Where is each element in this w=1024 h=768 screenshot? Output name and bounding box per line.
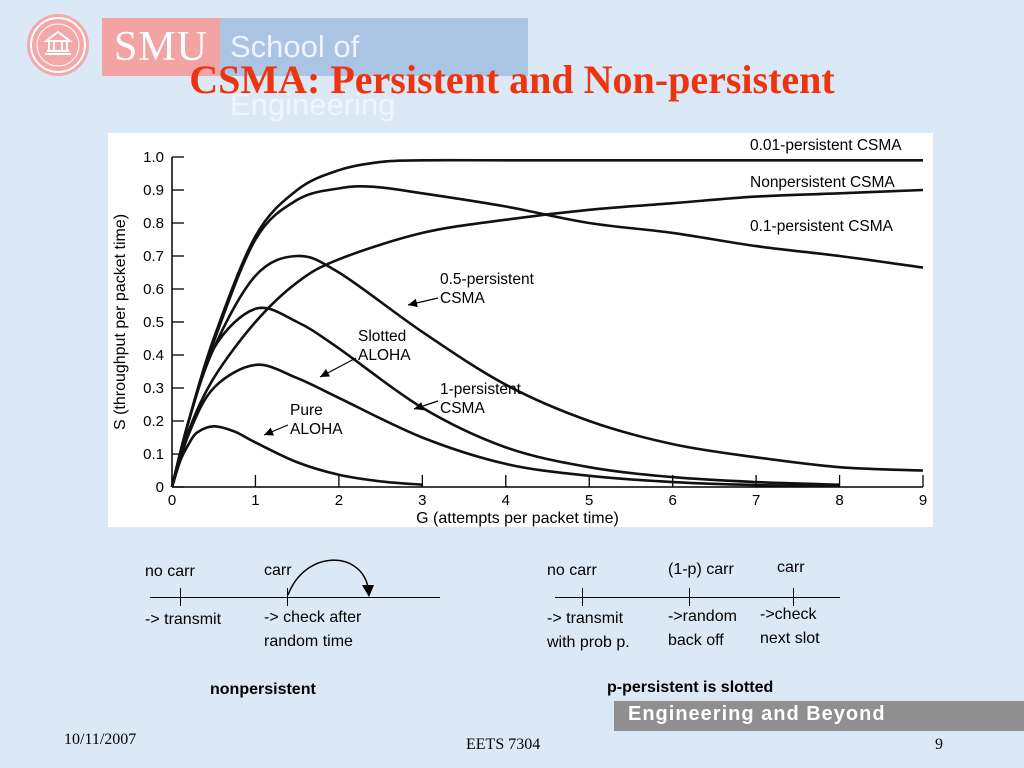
series-label-3-line-0: 0.5-persistent [440,271,535,288]
pp-tick-3 [793,588,794,606]
series-label-4-line-1: ALOHA [358,347,411,364]
pp-random-label-2: back off [668,632,724,649]
series-leader-arrow-3 [408,298,418,308]
x-tick-label-9: 9 [919,492,927,509]
series-label-2-line-0: 0.1-persistent CSMA [750,218,894,235]
x-tick-label-5: 5 [585,492,593,509]
series-label-3-line-1: CSMA [440,290,485,307]
series-label-5-line-0: 1-persistent [440,381,522,398]
x-tick-label-8: 8 [835,492,843,509]
series-label-5-line-1: CSMA [440,400,485,417]
x-tick-label-6: 6 [668,492,676,509]
x-tick-label-2: 2 [335,492,343,509]
series-leader-arrow-4 [320,369,330,377]
x-tick-label-3: 3 [418,492,426,509]
x-tick-label-1: 1 [251,492,259,509]
school-logo-band: SMU School of Engineering [102,18,528,122]
footer-page: 9 [935,736,943,753]
y-tick-label-10: 1.0 [143,149,164,166]
pp-tick-1 [582,588,583,606]
pp-check-label-1: ->check [760,606,817,623]
series-label-4-line-0: Slotted [358,328,406,345]
y-axis-label: S (throughput per packet time) [112,214,129,430]
pp-transmit-label-1: -> transmit [547,610,624,627]
logo-smu-text: SMU [102,18,220,76]
y-tick-label-8: 0.8 [143,215,164,232]
pp-carr-label: carr [777,559,805,576]
y-tick-label-3: 0.3 [143,380,164,397]
series-line-1 [170,188,924,488]
np-retry-arrow [287,559,374,597]
pp-check-label-2: next slot [760,630,820,647]
np-caption: nonpersistent [210,681,316,698]
slide-title: CSMA: Persistent and Non-persistent [189,57,835,102]
series-line-5 [170,306,840,488]
logo-school-text: School of Engineering [220,18,528,122]
series-line-6 [170,424,423,488]
y-tick-label-6: 0.6 [143,281,164,298]
x-axis-label: G (attempts per packet time) [416,510,619,527]
footer-date: 10/11/2007 [64,731,137,748]
series-label-1-line-0: Nonpersistent CSMA [750,174,895,191]
y-tick-label-9: 0.9 [143,182,164,199]
np-timeline [150,597,440,598]
pp-transmit-label-2: with prob p. [547,634,630,651]
engineering-beyond-text: Engineering and Beyond [628,703,886,725]
footer-course: EETS 7304 [466,736,541,753]
smu-seal-logo [27,14,89,76]
x-tick-label-4: 4 [502,492,510,509]
np-tick-2 [287,588,288,606]
x-tick-label-7: 7 [752,492,760,509]
y-tick-label-5: 0.5 [143,314,164,331]
np-transmit-label: -> transmit [145,611,222,628]
series-line-4 [170,363,840,488]
series-label-6-line-0: Pure [290,402,323,419]
y-tick-label-7: 0.7 [143,248,164,265]
pp-caption: p-persistent is slotted [607,679,774,696]
pp-p-carr-label: (1-p) carr [668,561,734,578]
pp-no-carr-label: no carr [547,562,597,579]
engineering-beyond-band [614,701,1024,731]
series-label-0-line-0: 0.01-persistent CSMA [750,137,902,154]
pp-tick-2 [689,588,690,606]
series-leader-arrow-5 [414,402,424,411]
pp-timeline [555,597,840,598]
chart-svg: 0 1 2 3 4 5 6 7 8 9 0 0.1 0.2 0.3 0.4 0.5 0.6 0.7 0.8 0.9 1.… [112,137,927,527]
series-label-6-line-1: ALOHA [290,421,343,438]
throughput-chart: 0 1 2 3 4 5 6 7 8 9 0 0.1 0.2 0.3 0.4 0.5 0.6 0.7 0.8 0.9 1.… [108,133,933,527]
pp-random-label-1: ->random [668,608,737,625]
np-check-label-1: -> check after [264,609,362,626]
y-tick-label-4: 0.4 [143,347,164,364]
y-tick-label-0: 0 [156,479,164,496]
series-leader-arrow-6 [264,427,274,436]
x-tick-label-0: 0 [168,492,176,509]
np-carr-label: carr [264,562,292,579]
y-tick-label-2: 0.2 [143,413,164,430]
series-line-2 [170,184,924,488]
np-check-label-2: random time [264,633,353,650]
np-no-carr-label: no carr [145,563,195,580]
np-tick-1 [180,588,181,606]
y-tick-label-1: 0.1 [143,446,164,463]
